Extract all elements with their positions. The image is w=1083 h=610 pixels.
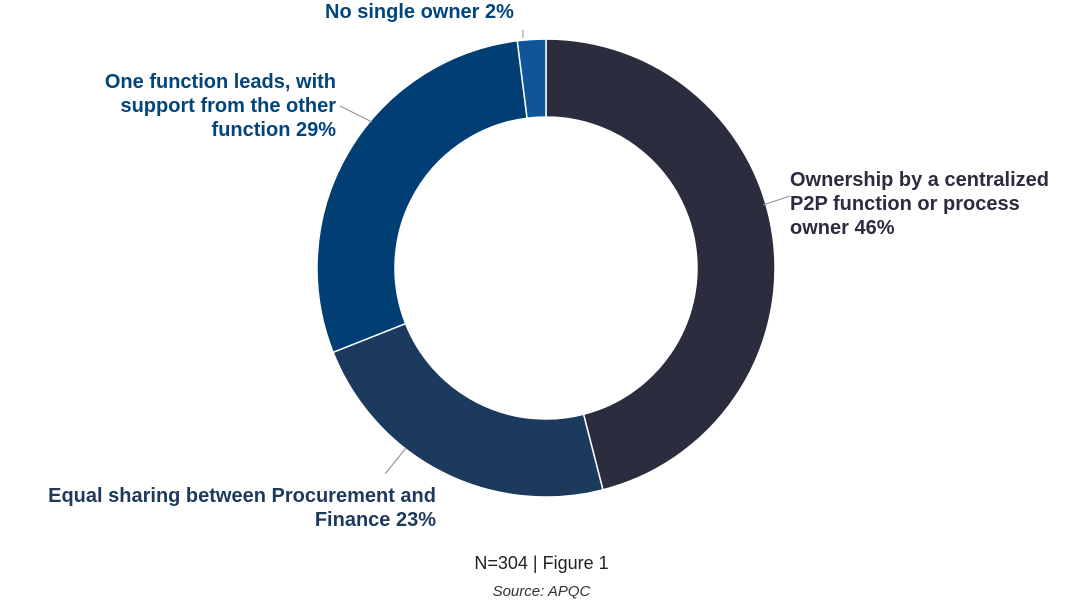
label-centralized-owner-line3: owner 46% <box>790 217 895 239</box>
figure-footnote: N=304 | Figure 1 <box>474 553 609 573</box>
label-one-function-leads: One function leads, with support from th… <box>30 70 336 142</box>
leader-line-one-function-leads <box>339 105 373 123</box>
label-one-function-leads-line3: function 29% <box>211 119 336 141</box>
leader-lines <box>339 30 791 475</box>
label-centralized-owner-line2: P2P function or process <box>790 193 1020 215</box>
label-one-function-leads-line2: support from the other <box>120 95 336 117</box>
label-equal-sharing-line1: Equal sharing between Procurement and <box>48 485 436 507</box>
donut-slices <box>316 38 776 498</box>
label-no-single-owner-line1: No single owner 2% <box>325 1 514 23</box>
label-one-function-leads-line1: One function leads, with <box>104 71 336 93</box>
slice-centralized-owner <box>545 38 776 491</box>
label-no-single-owner: No single owner 2% <box>325 0 585 24</box>
label-centralized-owner: Ownership by a centralized P2P function … <box>790 168 1080 240</box>
slice-no-single-owner <box>516 38 547 120</box>
leader-line-equal-sharing <box>384 447 407 475</box>
slice-one-function-leads <box>316 39 528 354</box>
leader-line-centralized-owner <box>762 195 791 206</box>
label-equal-sharing: Equal sharing between Procurement and Fi… <box>0 484 436 532</box>
label-centralized-owner-line1: Ownership by a centralized <box>790 169 1049 191</box>
label-equal-sharing-line2: Finance 23% <box>314 509 436 531</box>
source-note: Source: APQC <box>492 583 591 600</box>
slice-equal-sharing <box>332 322 604 498</box>
